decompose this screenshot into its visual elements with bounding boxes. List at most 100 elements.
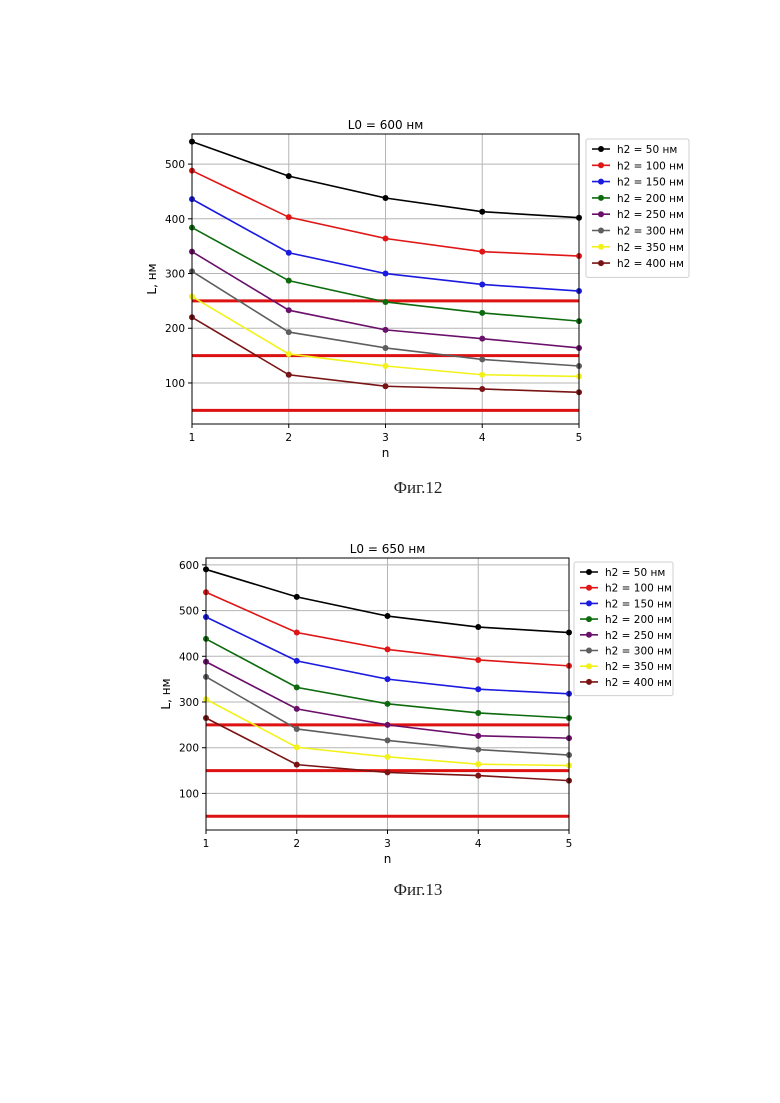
x-axis-label: n <box>384 852 392 866</box>
data-point <box>294 744 300 750</box>
legend-label: h2 = 200 нм <box>605 614 672 626</box>
legend-swatch-marker <box>598 162 604 168</box>
legend-label: h2 = 100 нм <box>605 583 672 595</box>
x-tick-label: 1 <box>189 432 196 444</box>
data-point <box>383 195 389 201</box>
figure-canvas: 1 2 3 4 5 100 200 300 400 500 L0 = 600 нм n L, нм h2 … <box>0 0 780 1103</box>
data-point <box>294 706 300 712</box>
legend-label: h2 = 300 нм <box>617 226 684 238</box>
data-point <box>475 624 481 630</box>
legend-label: h2 = 100 нм <box>617 160 684 172</box>
y-tick-label: 500 <box>179 606 199 618</box>
data-point <box>286 307 292 313</box>
data-point <box>475 657 481 663</box>
data-point <box>383 345 389 351</box>
legend-label: h2 = 250 нм <box>605 630 672 642</box>
y-tick-label: 100 <box>165 378 185 390</box>
x-tick-label: 2 <box>285 432 292 444</box>
data-point <box>479 209 485 215</box>
legend-swatch-marker <box>586 569 592 575</box>
data-point <box>294 658 300 664</box>
x-tick-label: 4 <box>479 432 486 444</box>
y-tick-label: 200 <box>165 323 185 335</box>
data-point <box>286 329 292 335</box>
data-point <box>385 676 391 682</box>
data-point <box>294 762 300 768</box>
x-tick-label: 4 <box>475 838 482 850</box>
y-tick-label: 500 <box>165 159 185 171</box>
legend-swatch-marker <box>598 211 604 217</box>
legend-label: h2 = 350 нм <box>605 661 672 673</box>
legend-label: h2 = 350 нм <box>617 242 684 254</box>
data-point <box>479 386 485 392</box>
data-point <box>479 372 485 378</box>
chart-title: L0 = 650 нм <box>350 542 426 556</box>
data-point <box>475 761 481 767</box>
legend-label: h2 = 300 нм <box>605 646 672 658</box>
legend-label: h2 = 50 нм <box>605 567 665 579</box>
legend-label: h2 = 400 нм <box>617 258 684 270</box>
data-point <box>383 383 389 389</box>
data-point <box>385 613 391 619</box>
chart-2: 12345100200300400500600L0 = 650 нмnL, нм… <box>159 542 673 866</box>
data-point <box>475 686 481 692</box>
legend-label: h2 = 150 нм <box>605 598 672 610</box>
legend-swatch-marker <box>598 179 604 185</box>
data-point <box>294 726 300 732</box>
data-point <box>294 594 300 600</box>
y-axis-label: L, нм <box>145 263 159 294</box>
data-point <box>383 299 389 305</box>
data-point <box>286 214 292 220</box>
legend-label: h2 = 400 нм <box>605 677 672 689</box>
legend-swatch-marker <box>586 679 592 685</box>
data-point <box>479 336 485 342</box>
data-point <box>383 236 389 242</box>
legend: h2 = 50 нм h2 = 100 нм h2 = 150 нм h2 = 200… <box>586 139 689 277</box>
data-point <box>383 327 389 333</box>
y-tick-label: 200 <box>179 743 199 755</box>
x-tick-label: 3 <box>382 432 389 444</box>
chart-1: 1 2 3 4 5 100 200 300 400 500 L0 = 600 нм n L, нм h2 … <box>145 118 689 460</box>
data-point <box>385 701 391 707</box>
data-point <box>286 372 292 378</box>
legend: h2 = 50 нм h2 = 100 нм h2 = 150 нм h2 = 200… <box>574 562 673 696</box>
data-point <box>475 710 481 716</box>
y-axis-label: L, нм <box>159 678 173 709</box>
legend-swatch-marker <box>598 146 604 152</box>
y-tick-label: 300 <box>165 269 185 281</box>
x-tick-label: 3 <box>384 838 391 850</box>
data-point <box>475 773 481 779</box>
x-tick-label: 5 <box>576 432 583 444</box>
legend-swatch-marker <box>586 616 592 622</box>
data-point <box>479 249 485 255</box>
y-tick-label: 100 <box>179 788 199 800</box>
data-point <box>294 684 300 690</box>
data-point <box>385 769 391 775</box>
y-tick-label: 400 <box>165 214 185 226</box>
legend-swatch-marker <box>598 260 604 266</box>
legend-swatch-marker <box>586 663 592 669</box>
data-point <box>479 281 485 287</box>
legend-label: h2 = 150 нм <box>617 177 684 189</box>
legend-swatch-marker <box>598 195 604 201</box>
data-point <box>479 310 485 316</box>
data-point <box>385 754 391 760</box>
x-tick-label: 5 <box>566 838 573 850</box>
x-axis-label: n <box>382 446 390 460</box>
figure-12-caption: Фиг.12 <box>28 478 780 498</box>
data-point <box>286 278 292 284</box>
legend-label: h2 = 200 нм <box>617 193 684 205</box>
y-tick-label: 400 <box>179 651 199 663</box>
data-point <box>286 173 292 179</box>
data-point <box>475 733 481 739</box>
legend-swatch-marker <box>586 600 592 606</box>
data-point <box>286 351 292 357</box>
data-point <box>383 271 389 277</box>
data-point <box>385 722 391 728</box>
legend-label: h2 = 50 нм <box>617 144 677 156</box>
legend-swatch-marker <box>598 244 604 250</box>
data-point <box>475 747 481 753</box>
figure-13-caption: Фиг.13 <box>28 880 780 900</box>
chart-title: L0 = 600 нм <box>348 118 424 132</box>
y-tick-label: 300 <box>179 697 199 709</box>
